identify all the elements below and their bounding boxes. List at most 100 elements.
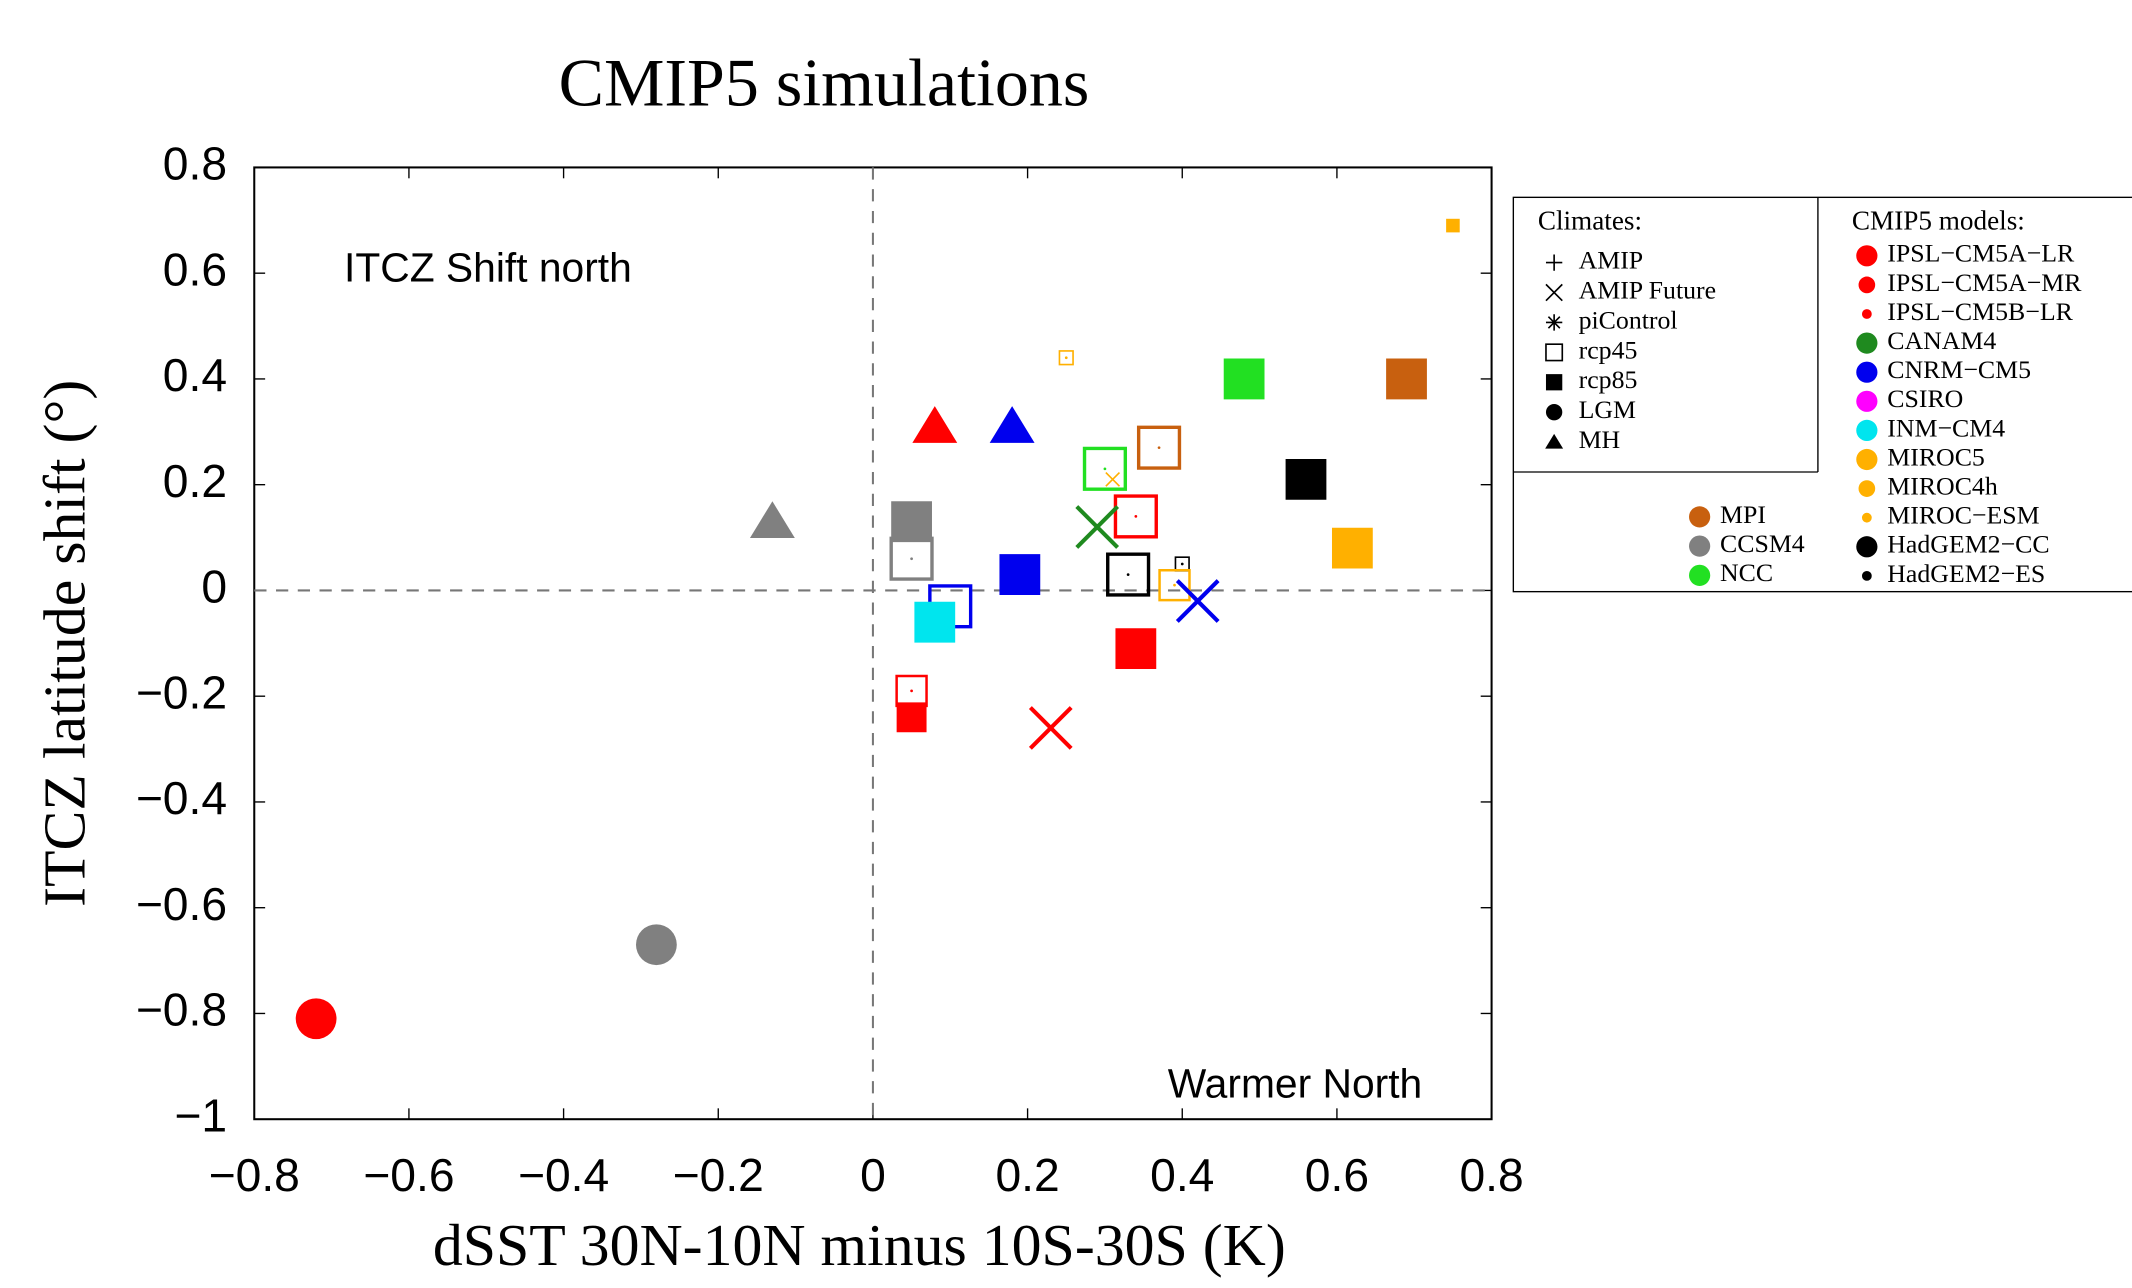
point-center <box>1157 446 1161 450</box>
scatter-point <box>1331 527 1373 569</box>
legend-marker <box>1856 245 1878 267</box>
y-tick-label: −1 <box>174 1089 227 1141</box>
x-tick-label: 0.6 <box>1305 1149 1369 1201</box>
legend-label: CCSM4 <box>1720 529 1805 558</box>
x-tick-label: 0.8 <box>1459 1149 1523 1201</box>
legend-marker <box>1545 254 1563 271</box>
y-axis-label: ITCZ latitude shift (°) <box>31 380 97 907</box>
scatter-point <box>889 536 934 581</box>
scatter-point <box>1105 472 1121 487</box>
legend-title: CMIP5 models: <box>1852 205 2025 235</box>
legend-label: HadGEM2−CC <box>1887 530 2049 559</box>
scatter-point <box>1106 552 1151 597</box>
scatter-point <box>295 998 337 1040</box>
legend-label: rcp85 <box>1579 365 1638 394</box>
legend-marker <box>1856 390 1878 412</box>
scatter-point <box>1115 628 1157 670</box>
legend-marker <box>1856 536 1878 558</box>
legend-label: LGM <box>1579 395 1636 424</box>
point-center <box>910 689 913 693</box>
legend-marker <box>1856 448 1878 471</box>
legend-marker <box>1545 374 1563 391</box>
legend-marker <box>1856 332 1878 354</box>
scatter-point <box>1028 706 1073 750</box>
scatter-point <box>1058 350 1074 366</box>
legend-marker <box>1856 419 1878 441</box>
scatter-point <box>989 406 1035 443</box>
scatter-point <box>749 501 795 539</box>
scatter-point <box>1386 358 1427 400</box>
point-center <box>1134 515 1138 518</box>
legend-marker <box>1689 564 1711 586</box>
legend-label: MH <box>1579 425 1621 454</box>
legend-label: MPI <box>1720 500 1766 529</box>
legend-label: IPSL−CM5B−LR <box>1887 297 2073 326</box>
annotation: ITCZ Shift north <box>344 245 632 291</box>
legend-box <box>1512 196 2132 593</box>
y-tick-label: 0.2 <box>163 455 227 507</box>
legend-marker <box>1858 276 1876 294</box>
scatter-point <box>1082 446 1128 491</box>
legend-marker <box>1861 512 1872 523</box>
legend-label: MIROC4h <box>1887 472 1998 501</box>
y-tick-label: −0.8 <box>136 984 227 1036</box>
legend-marker <box>1689 535 1711 557</box>
x-tick-label: −0.6 <box>363 1149 454 1201</box>
legend-label: CNRM−CM5 <box>1887 355 2031 384</box>
legend-label: piControl <box>1579 305 1678 334</box>
legend-marker <box>1545 283 1563 302</box>
legend-label: CANAM4 <box>1887 326 1996 355</box>
point-center <box>1180 562 1184 566</box>
x-axis-label: dSST 30N-10N minus 10S-30S (K) <box>433 1212 1286 1278</box>
scatter-point <box>1285 459 1327 500</box>
scatter-point <box>895 674 928 708</box>
scatter-point <box>1223 358 1265 400</box>
legend-label: MIROC−ESM <box>1887 501 2039 530</box>
legend-label: AMIP Future <box>1579 275 1717 304</box>
point-center <box>1173 583 1176 587</box>
x-tick-label: −0.4 <box>518 1149 609 1201</box>
x-tick-label: −0.2 <box>673 1149 764 1201</box>
legend-marker <box>1689 506 1711 528</box>
point-center <box>910 557 913 561</box>
legend-marker <box>1861 309 1872 319</box>
legend-label: AMIP <box>1579 246 1644 275</box>
x-tick-label: 0 <box>860 1149 886 1201</box>
scatter-point <box>1158 568 1191 602</box>
scatter-point <box>999 554 1041 595</box>
legend-label: NCC <box>1720 558 1773 587</box>
legend-label: MIROC5 <box>1887 442 1985 471</box>
scatter-point <box>1446 218 1460 233</box>
scatter-point <box>635 924 677 966</box>
legend-marker <box>1545 343 1564 362</box>
legend-title: Climates: <box>1538 205 1642 235</box>
legend-marker <box>1545 404 1563 421</box>
scatter-point <box>1113 494 1158 539</box>
legend-marker <box>1858 480 1876 497</box>
legend-label: HadGEM2−ES <box>1887 559 2045 588</box>
x-tick-label: 0.4 <box>1150 1149 1214 1201</box>
x-tick-label: 0.2 <box>995 1149 1059 1201</box>
scatter-point <box>1075 505 1120 549</box>
legend-label: IPSL−CM5A−LR <box>1887 239 2075 268</box>
legend-label: rcp45 <box>1579 335 1638 364</box>
y-tick-label: 0 <box>201 561 227 613</box>
legend-label: CSIRO <box>1887 384 1963 413</box>
legend-label: IPSL−CM5A−MR <box>1887 268 2082 297</box>
legend-marker <box>1861 570 1872 581</box>
y-tick-label: −0.4 <box>136 772 227 824</box>
annotation: Warmer North <box>1168 1060 1423 1106</box>
scatter-point <box>912 406 958 443</box>
scatter-point <box>891 501 932 543</box>
y-tick-label: 0.4 <box>163 349 227 401</box>
y-tick-label: −0.6 <box>136 878 227 930</box>
scatter-point <box>896 702 927 733</box>
point-center <box>1064 356 1068 360</box>
scatter-point <box>1175 579 1220 623</box>
chart-title: CMIP5 simulations <box>559 45 1090 121</box>
legend-marker <box>1545 314 1563 331</box>
point-center <box>1126 573 1130 576</box>
